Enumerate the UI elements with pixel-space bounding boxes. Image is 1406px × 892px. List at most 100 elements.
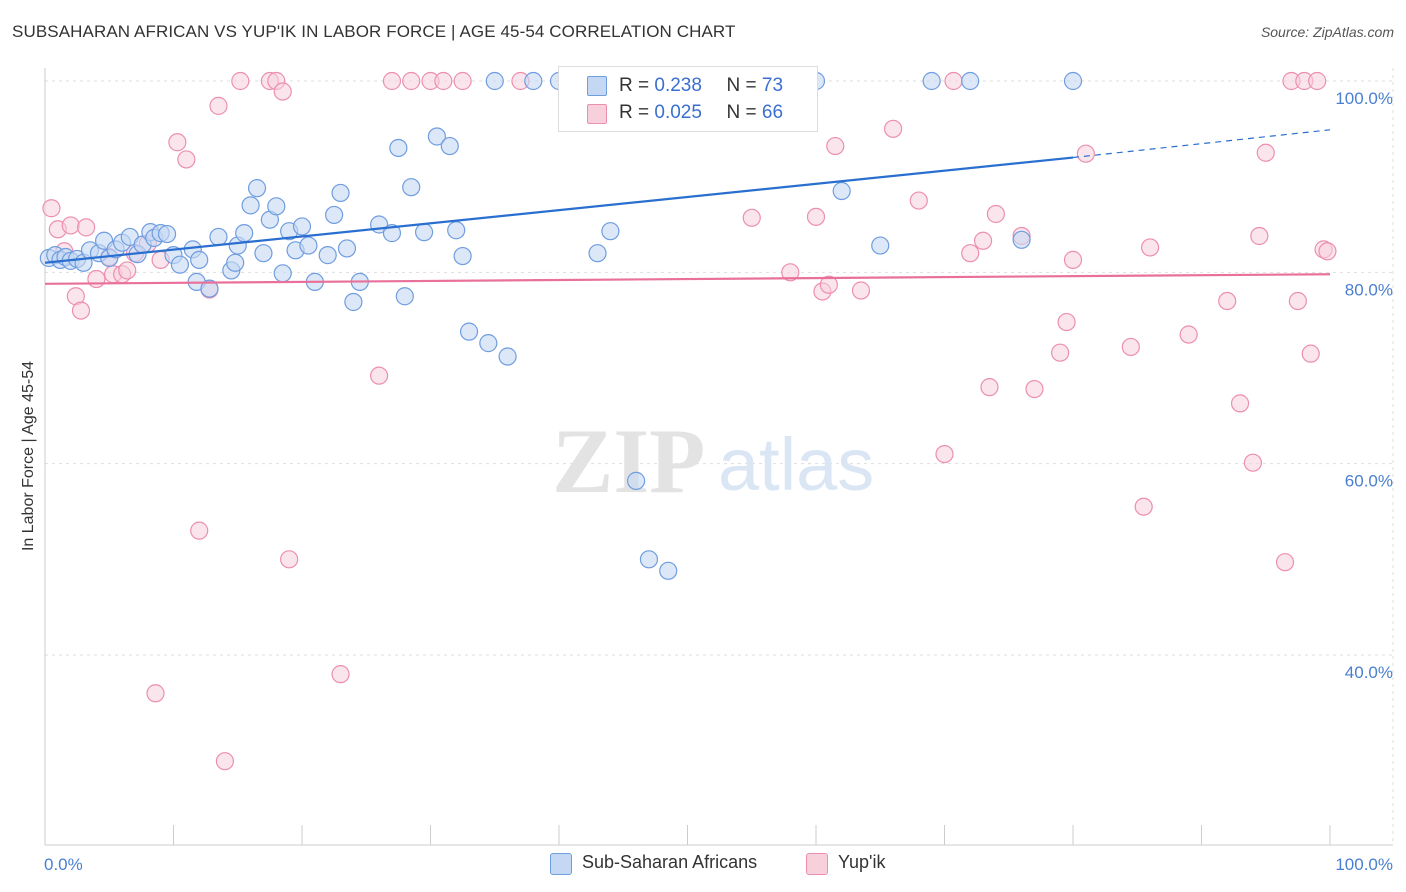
- subsaharan-point: [871, 236, 890, 255]
- yupik-point: [370, 366, 389, 385]
- yupik-point: [434, 71, 453, 91]
- subsaharan-point: [402, 178, 421, 197]
- subsaharan-point: [273, 264, 292, 283]
- legend-n-label: N =: [726, 75, 757, 96]
- yupik-point: [402, 71, 421, 91]
- yupik-point: [1256, 143, 1275, 162]
- y-tick-label: 80.0%: [1345, 280, 1393, 299]
- yupik-point: [742, 208, 761, 227]
- subsaharan-point: [601, 222, 620, 241]
- subsaharan-point: [331, 183, 350, 203]
- subsaharan-point: [200, 279, 219, 298]
- subsaharan-point: [832, 181, 851, 201]
- subsaharan-point: [414, 223, 434, 242]
- tick-labels: 40.0% 60.0% 80.0% 100.0% 0.0% 100.0%: [44, 89, 1393, 874]
- bottom-legend-swatch-pink: [806, 853, 828, 875]
- legend-swatch-blue: [587, 76, 607, 96]
- yupik-point: [883, 119, 903, 138]
- yupik-point: [781, 263, 800, 282]
- subsaharan-point: [485, 71, 504, 91]
- legend-r-value: 0.025: [654, 102, 702, 123]
- yupik-point: [1063, 250, 1083, 269]
- legend-n-label: N =: [726, 102, 757, 123]
- watermark-atlas: atlas: [718, 423, 874, 506]
- yupik-point: [453, 71, 472, 91]
- yupik-point: [331, 665, 350, 684]
- yupik-point: [209, 96, 228, 115]
- bottom-legend-swatch-blue: [550, 853, 572, 875]
- watermark-zip: ZIP: [552, 410, 705, 512]
- yupik-point: [1288, 291, 1307, 311]
- subsaharan-point: [389, 138, 408, 158]
- yupik-point: [1076, 144, 1095, 163]
- yupik-point: [986, 204, 1006, 224]
- subsaharan-point: [382, 224, 402, 243]
- chart-source: Source: ZipAtlas.com: [1260, 24, 1394, 40]
- yupik-point: [382, 71, 402, 91]
- y-tick-label: 60.0%: [1345, 472, 1393, 491]
- subsaharan-point: [427, 127, 447, 146]
- yupik-points: [42, 71, 1337, 771]
- subsaharan-point: [209, 227, 228, 247]
- y-axis-title: In Labor Force | Age 45-54: [20, 361, 37, 551]
- subsaharan-point: [337, 239, 357, 258]
- yupik-point: [273, 82, 292, 101]
- yupik-point: [819, 275, 838, 294]
- subsaharan-trendline: [44, 156, 1074, 264]
- subsaharan-point: [267, 197, 286, 216]
- yupik-point: [961, 244, 980, 263]
- subsaharan-point: [453, 246, 472, 266]
- yupik-point: [1134, 497, 1153, 516]
- yupik-point: [231, 71, 250, 91]
- yupik-point: [87, 269, 106, 289]
- chart-title: SUBSAHARAN AFRICAN VS YUP'IK IN LABOR FO…: [12, 22, 736, 41]
- yupik-point: [1025, 379, 1044, 399]
- yupik-point: [806, 207, 826, 226]
- y-tick-label: 100.0%: [1335, 89, 1393, 108]
- legend-swatch-pink: [587, 104, 607, 124]
- legend-r-label: R =: [619, 102, 650, 123]
- yupik-point: [77, 218, 96, 237]
- yupik-point: [980, 378, 999, 397]
- watermark: ZIP atlas: [552, 410, 874, 512]
- stats-legend: R = 0.238 N = 73 R = 0.025 N = 66: [558, 66, 818, 132]
- bottom-legend-label: Yup'ik: [838, 852, 886, 872]
- y-tick-label: 40.0%: [1345, 663, 1393, 682]
- subsaharan-point: [479, 334, 498, 353]
- subsaharan-point: [922, 71, 941, 91]
- subsaharan-point: [344, 292, 363, 312]
- yupik-point: [1318, 242, 1337, 261]
- subsaharan-point: [1012, 230, 1031, 249]
- subsaharan-point: [639, 550, 659, 569]
- yupik-point: [168, 133, 187, 152]
- subsaharan-point: [395, 287, 414, 306]
- legend-r-value: 0.238: [654, 75, 702, 96]
- subsaharan-point: [459, 322, 479, 341]
- subsaharan-point: [588, 244, 607, 263]
- yupik-point: [1179, 325, 1198, 344]
- yupik-point: [826, 136, 845, 156]
- subsaharan-point: [157, 224, 177, 244]
- yupik-point: [42, 199, 61, 218]
- subsaharan-point: [626, 471, 646, 490]
- yupik-point: [1308, 71, 1327, 91]
- legend-row-yupik: R = 0.025 N = 66: [619, 102, 783, 126]
- yupik-point: [1140, 238, 1160, 257]
- yupik-point: [71, 301, 91, 320]
- subsaharan-point: [1063, 71, 1083, 91]
- subsaharan-point: [440, 136, 459, 156]
- subsaharan-point: [498, 347, 517, 366]
- yupik-point: [851, 281, 871, 300]
- subsaharan-point: [241, 196, 260, 215]
- subsaharan-point: [299, 236, 318, 255]
- subsaharan-point: [318, 246, 337, 265]
- yupik-point: [1218, 291, 1237, 311]
- yupik-point: [190, 521, 209, 540]
- yupik-point: [146, 684, 165, 703]
- yupik-point: [1250, 226, 1269, 246]
- yupik-point: [1230, 394, 1250, 413]
- yupik-point: [1057, 312, 1076, 332]
- yupik-point: [909, 191, 928, 210]
- yupik-point: [973, 231, 993, 250]
- legend-n-value: 73: [761, 75, 784, 96]
